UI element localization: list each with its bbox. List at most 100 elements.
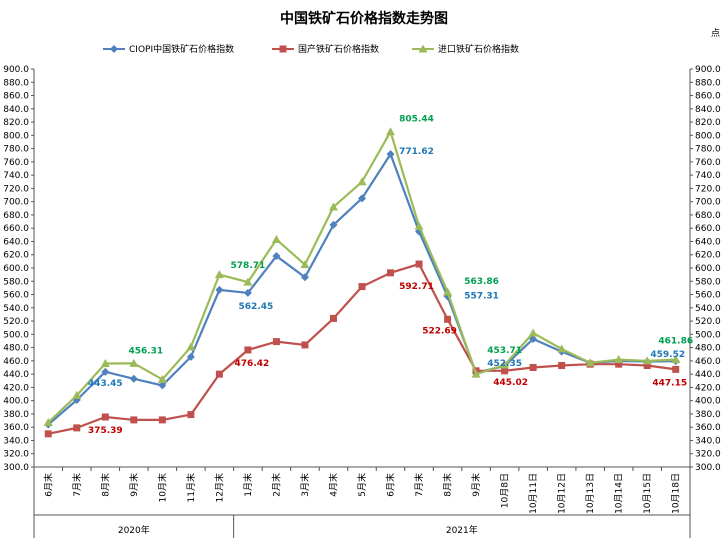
year-group-label: 2020年 (118, 524, 150, 536)
legend-marker (110, 45, 118, 53)
y-tick-label-left: 620.0 (3, 251, 29, 261)
y-tick-label-right: 680.0 (695, 211, 721, 221)
y-tick-label-left: 740.0 (3, 171, 29, 181)
y-tick-label-right: 740.0 (695, 171, 721, 181)
x-category-label: 9月末 (470, 473, 482, 497)
x-category-label: 7月末 (71, 473, 83, 497)
y-tick-label-left: 460.0 (3, 357, 29, 367)
x-category-label: 10月14日 (614, 473, 625, 514)
data-label: 459.52 (650, 350, 685, 360)
data-point-marker (528, 328, 538, 337)
x-category-label: 10月12日 (557, 473, 568, 514)
data-point-marker (443, 287, 453, 296)
y-tick-label-right: 620.0 (695, 251, 721, 261)
data-point-marker (329, 220, 338, 229)
legend: CIOPI中国铁矿石价格指数 国产铁矿石价格指数 进口铁矿石价格指数 (103, 43, 519, 55)
y-tick-label-right: 840.0 (695, 105, 721, 115)
x-category-label: 8月末 (99, 473, 111, 497)
data-point-marker (614, 355, 624, 364)
data-point-marker (157, 374, 167, 383)
y-tick-label-right: 300.0 (695, 463, 721, 473)
y-tick-label-right: 360.0 (695, 423, 721, 433)
data-point-marker (386, 150, 395, 159)
x-category-label: 10月8日 (500, 473, 511, 508)
data-point-marker (129, 358, 139, 367)
data-point-marker (101, 413, 109, 421)
y-tick-label-right: 900.0 (695, 65, 721, 75)
year-group-label: 2021年 (446, 524, 478, 536)
x-category-label: 4月末 (327, 473, 339, 497)
data-label: 578.71 (231, 261, 266, 271)
data-point-marker (642, 356, 652, 365)
legend-label: 国产铁矿石价格指数 (298, 43, 379, 55)
x-category-label: 5月末 (356, 473, 368, 497)
legend-label: CIOPI中国铁矿石价格指数 (129, 43, 234, 55)
y-tick-label-left: 400.0 (3, 397, 29, 407)
x-category-label: 10月11日 (528, 473, 539, 514)
y-tick-label-right: 760.0 (695, 158, 721, 168)
y-tick-label-right: 560.0 (695, 291, 721, 301)
data-point-marker (414, 221, 424, 230)
data-label: 447.15 (652, 378, 687, 388)
data-point-marker (271, 234, 281, 243)
data-point-marker (272, 338, 280, 346)
data-label: 375.39 (88, 426, 123, 436)
data-point-marker (328, 202, 338, 211)
y-tick-label-left: 800.0 (3, 131, 29, 141)
data-label: 592.71 (399, 282, 434, 292)
y-tick-label-right: 780.0 (695, 145, 721, 155)
y-tick-label-left: 760.0 (3, 158, 29, 168)
data-point-marker (585, 358, 595, 367)
data-point-marker (329, 314, 337, 322)
data-point-marker (186, 352, 195, 361)
y-tick-label-right: 480.0 (695, 344, 721, 354)
unit-label: 点 (711, 28, 720, 39)
data-point-marker (358, 283, 366, 291)
data-point-marker (130, 416, 138, 424)
data-label: 805.44 (399, 115, 434, 125)
data-point-marker (444, 315, 452, 323)
y-tick-label-left: 660.0 (3, 224, 29, 234)
data-point-marker (471, 369, 481, 378)
x-category-label: 10月末 (156, 473, 168, 502)
y-tick-label-right: 660.0 (695, 224, 721, 234)
data-point-marker (100, 359, 110, 368)
data-point-marker (158, 416, 166, 424)
y-tick-label-left: 300.0 (3, 463, 29, 473)
data-point-marker (615, 360, 623, 368)
y-tick-label-left: 440.0 (3, 370, 29, 380)
data-point-marker (500, 360, 510, 369)
data-label: 522.69 (422, 326, 457, 336)
legend-marker (418, 44, 428, 53)
x-axis-categories: 6月末 7月末 8月末 9月末 10月末 11月末 12月末 1月末 2月末 3月末 4月末 5月末 6… (42, 473, 681, 514)
data-label: 771.62 (399, 147, 434, 157)
y-tick-label-left: 380.0 (3, 410, 29, 420)
data-point-marker (386, 127, 396, 136)
x-category-label: 8月末 (442, 473, 454, 497)
data-labels: 443.45 456.31 375.39 578.71 562.45 476.42 805.… (88, 115, 693, 436)
y-tick-label-right: 420.0 (695, 383, 721, 393)
x-category-label: 2月末 (270, 473, 282, 497)
y-tick-label-left: 820.0 (3, 118, 29, 128)
data-point-marker (214, 270, 224, 279)
x-category-label: 1月末 (242, 473, 254, 497)
x-category-label: 6月末 (42, 473, 54, 497)
y-tick-label-right: 580.0 (695, 277, 721, 287)
y-tick-label-left: 580.0 (3, 277, 29, 287)
data-point-marker (44, 430, 52, 438)
axes (33, 69, 691, 538)
y-tick-label-right: 800.0 (695, 131, 721, 141)
data-label: 445.02 (493, 378, 528, 388)
data-point-marker (671, 355, 681, 364)
y-tick-label-right: 540.0 (695, 304, 721, 314)
y-tick-label-left: 540.0 (3, 304, 29, 314)
y-tick-label-left: 520.0 (3, 317, 29, 327)
y-tick-label-right: 320.0 (695, 450, 721, 460)
y-tick-label-right: 820.0 (695, 118, 721, 128)
data-point-marker (558, 362, 566, 370)
right-y-axis-ticks: 300.0 320.0 340.0 360.0 380.0 400.0 420.0 440.0… (690, 65, 721, 473)
y-tick-label-right: 640.0 (695, 237, 721, 247)
data-point-marker (672, 365, 680, 373)
data-label: 453.71 (487, 346, 522, 356)
